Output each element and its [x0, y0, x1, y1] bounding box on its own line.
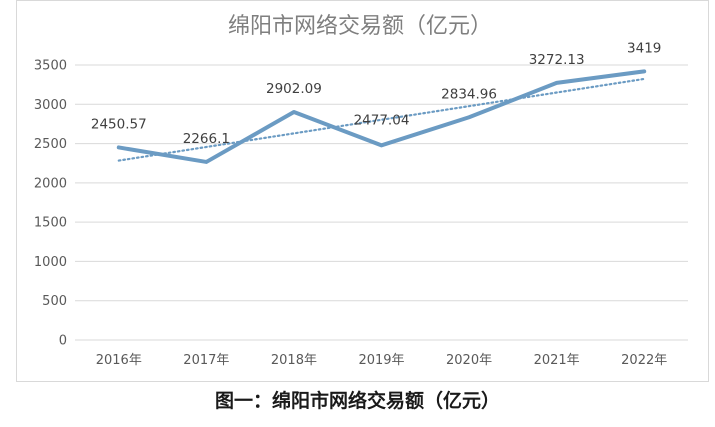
y-tick-label: 500 [42, 294, 67, 309]
y-tick-label: 2500 [34, 137, 67, 152]
chart-title: 绵阳市网络交易额（亿元） [228, 14, 492, 39]
trendline-path [117, 77, 646, 162]
x-tick-label: 2020年 [446, 353, 492, 368]
chart-frame [16, 0, 709, 382]
data-label: 3419 [627, 40, 661, 56]
data-label: 3272.13 [529, 52, 585, 68]
x-tick-label: 2018年 [271, 353, 317, 368]
y-tick-label: 1500 [34, 216, 67, 231]
x-tick-label: 2019年 [358, 353, 404, 368]
data-label: 2902.09 [266, 81, 322, 97]
y-axis-ticks: 0 500 1000 1500 2000 2500 3000 3500 [34, 59, 67, 349]
data-label: 2266.1 [183, 131, 230, 147]
y-tick-label: 3500 [34, 59, 67, 74]
y-tick-label: 0 [59, 334, 67, 349]
data-label: 2477.04 [354, 112, 410, 128]
x-axis-ticks: 2016年 2017年 2018年 2019年 2020年 2021年 2022年 [96, 353, 668, 368]
x-tick-label: 2022年 [621, 353, 667, 368]
series-line [116, 69, 647, 164]
y-tick-label: 3000 [34, 98, 67, 113]
y-tick-label: 2000 [34, 176, 67, 191]
x-tick-label: 2016年 [96, 353, 142, 368]
data-label: 2450.57 [91, 116, 147, 132]
data-label: 2834.96 [441, 86, 497, 102]
line-chart: 绵阳市网络交易额（亿元） 0 500 1000 1500 2000 2500 3000 350… [34, 14, 688, 368]
figure-caption: 图一：绵阳市网络交易额（亿元） [214, 390, 500, 412]
x-tick-label: 2017年 [183, 353, 229, 368]
y-tick-label: 1000 [34, 255, 67, 270]
trendline [117, 77, 646, 162]
x-tick-label: 2021年 [534, 353, 580, 368]
gridlines [75, 64, 688, 341]
data-labels: 2450.57 2266.1 2902.09 2477.04 2834.96 3272.1… [91, 40, 662, 147]
